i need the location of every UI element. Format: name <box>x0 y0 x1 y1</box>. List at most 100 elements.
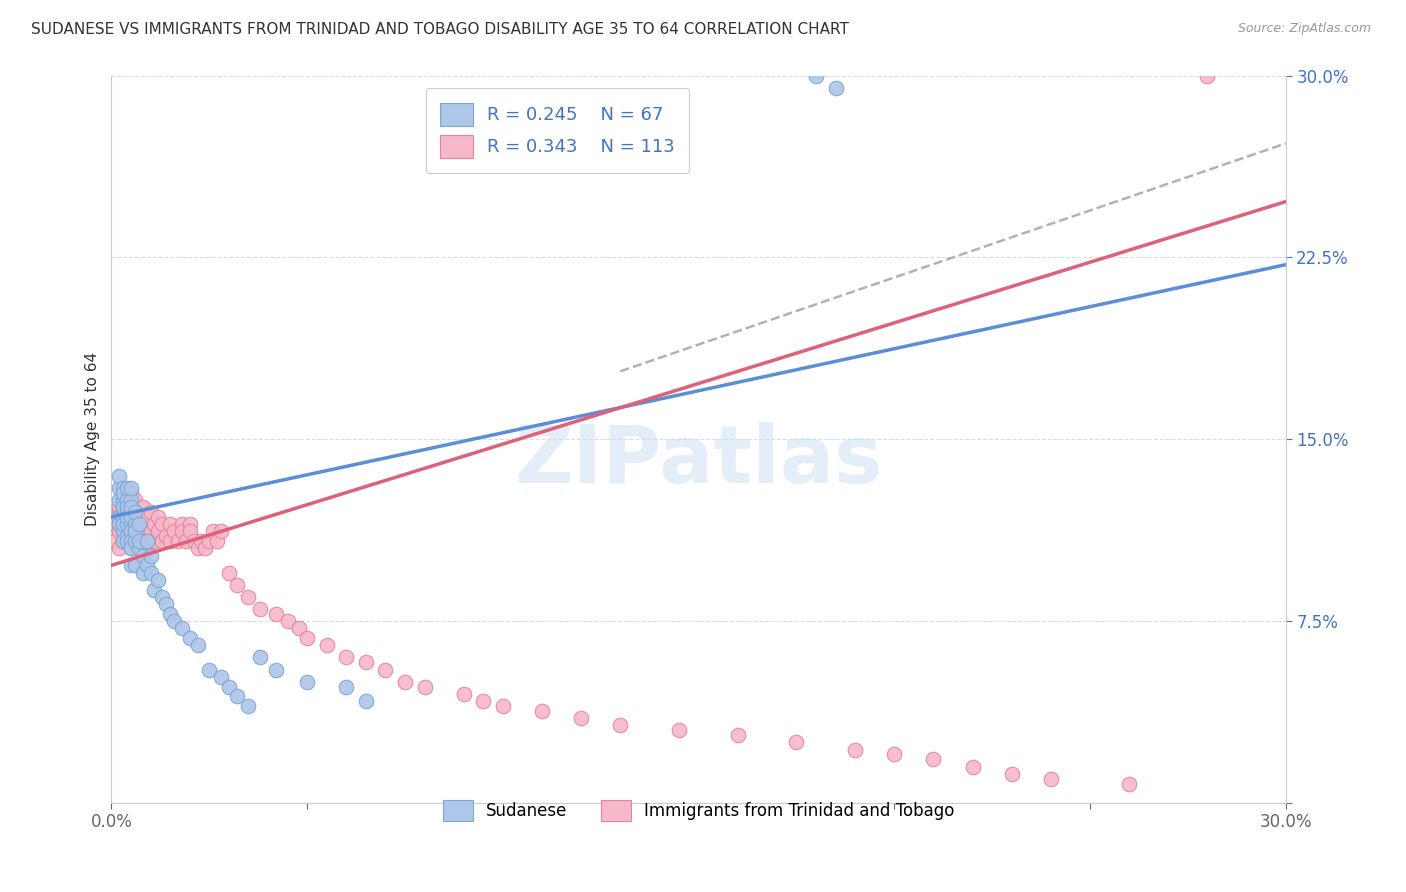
Point <box>124 558 146 573</box>
Point <box>394 674 416 689</box>
Point <box>124 517 146 532</box>
Point <box>128 534 150 549</box>
Point <box>115 509 138 524</box>
Point <box>668 723 690 738</box>
Point <box>120 524 142 539</box>
Point <box>132 566 155 580</box>
Point <box>120 541 142 556</box>
Point <box>139 524 162 539</box>
Point <box>128 517 150 532</box>
Point <box>124 524 146 539</box>
Point <box>209 524 232 539</box>
Point <box>962 759 984 773</box>
Point <box>883 747 905 762</box>
Point <box>115 517 138 532</box>
Point <box>108 524 131 539</box>
Point <box>492 698 515 713</box>
Point <box>112 500 135 515</box>
Point <box>238 590 260 604</box>
Point <box>128 541 150 556</box>
Point <box>150 534 173 549</box>
Point <box>143 517 166 532</box>
Point <box>120 481 142 495</box>
Point <box>727 728 749 742</box>
Point <box>132 534 155 549</box>
Point <box>132 500 155 515</box>
Point <box>112 524 135 539</box>
Point <box>120 505 142 519</box>
Point <box>120 505 142 519</box>
Point <box>124 492 146 507</box>
Point <box>472 694 495 708</box>
Point <box>335 650 357 665</box>
Point <box>108 505 131 519</box>
Point <box>194 541 217 556</box>
Point <box>148 509 170 524</box>
Point <box>128 509 150 524</box>
Point <box>112 534 135 549</box>
Point <box>120 509 142 524</box>
Point <box>120 509 142 524</box>
Point <box>124 524 146 539</box>
Point <box>170 621 193 635</box>
Point <box>198 534 221 549</box>
Point <box>124 534 146 549</box>
Point <box>115 481 138 495</box>
Point <box>785 735 807 749</box>
Point <box>135 534 157 549</box>
Point <box>264 663 287 677</box>
Point <box>569 711 592 725</box>
Point <box>413 680 436 694</box>
Point <box>148 524 170 539</box>
Point <box>112 492 135 507</box>
Point <box>112 492 135 507</box>
Point <box>163 614 186 628</box>
Point <box>120 517 142 532</box>
Point <box>124 505 146 519</box>
Point <box>202 524 225 539</box>
Point <box>115 509 138 524</box>
Point <box>104 517 127 532</box>
Text: Source: ZipAtlas.com: Source: ZipAtlas.com <box>1237 22 1371 36</box>
Point <box>108 468 131 483</box>
Point <box>108 481 131 495</box>
Point <box>374 663 396 677</box>
Point <box>922 752 945 766</box>
Point <box>108 517 131 532</box>
Point <box>205 534 228 549</box>
Point <box>135 517 157 532</box>
Point <box>115 492 138 507</box>
Point <box>1197 69 1219 83</box>
Point <box>170 524 193 539</box>
Point <box>120 534 142 549</box>
Point <box>115 517 138 532</box>
Point <box>115 492 138 507</box>
Point <box>108 500 131 515</box>
Point <box>128 517 150 532</box>
Point <box>120 500 142 515</box>
Point <box>115 534 138 549</box>
Point <box>124 524 146 539</box>
Point <box>120 517 142 532</box>
Point <box>112 534 135 549</box>
Point <box>139 549 162 563</box>
Point <box>115 534 138 549</box>
Point <box>183 534 205 549</box>
Point <box>198 663 221 677</box>
Point <box>115 509 138 524</box>
Point <box>249 602 271 616</box>
Point <box>120 517 142 532</box>
Point <box>218 566 240 580</box>
Point <box>135 509 157 524</box>
Point <box>132 549 155 563</box>
Point <box>115 500 138 515</box>
Point <box>249 650 271 665</box>
Point <box>139 566 162 580</box>
Point <box>128 505 150 519</box>
Point <box>179 524 201 539</box>
Point <box>315 638 337 652</box>
Point <box>218 680 240 694</box>
Point <box>112 509 135 524</box>
Point <box>120 541 142 556</box>
Point <box>112 509 135 524</box>
